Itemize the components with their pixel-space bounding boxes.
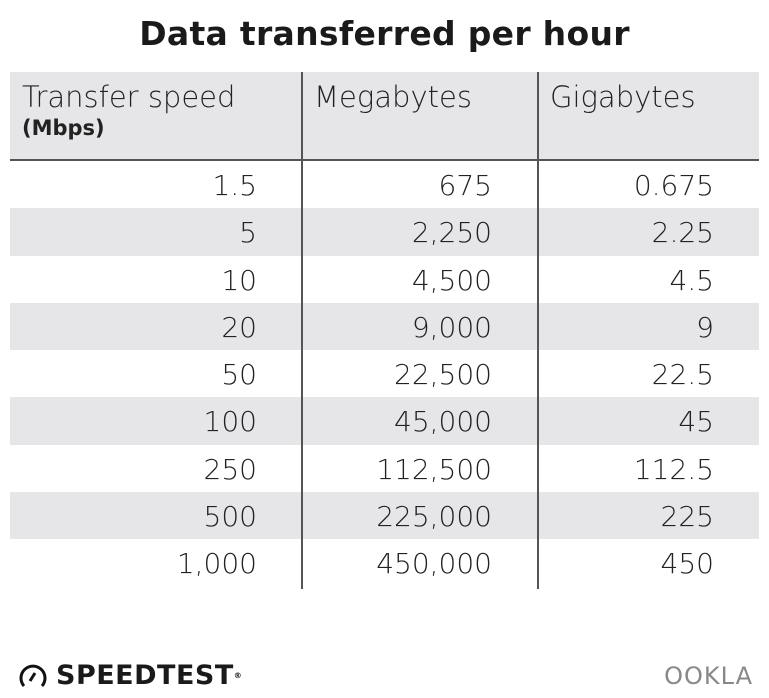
table-row: 10 4,500 4.5 [10,256,759,303]
cell-speed: 100 [203,405,257,439]
cell-megabytes: 2,250 [411,216,492,250]
cell-gigabytes: 0.675 [633,169,714,202]
cell-gigabytes: 112.5 [633,452,714,486]
cell-speed: 1.5 [212,169,257,202]
header-label: Transfer speed [22,80,236,114]
cell-speed: 20 [221,310,257,344]
table-row: 100 45,000 45 [10,397,759,445]
table-row: 50 22,500 22.5 [10,350,759,397]
table-row: 20 9,000 9 [10,302,759,351]
cell-gigabytes: 225 [660,500,714,534]
cell-gigabytes: 45 [678,405,714,439]
speedtest-logo: SPEEDTEST ® [18,660,242,691]
cell-megabytes: 112,500 [376,452,492,486]
speedtest-wordmark: SPEEDTEST [56,660,234,691]
table-row: 1.5 675 0.675 [10,161,759,208]
data-table: Transfer speed (Mbps) Megabytes Gigabyte… [10,72,759,587]
cell-speed: 5 [239,216,257,250]
header-transfer-speed: Transfer speed (Mbps) [22,80,235,140]
cell-gigabytes: 2.25 [651,216,714,250]
cell-speed: 500 [203,500,257,534]
cell-megabytes: 225,000 [376,500,492,534]
cell-speed: 1,000 [176,547,257,581]
cell-speed: 250 [203,452,257,486]
speedometer-icon [19,664,47,687]
column-divider [537,72,539,589]
cell-gigabytes: 450 [660,547,714,581]
cell-speed: 10 [221,263,257,297]
cell-speed: 50 [221,358,257,392]
cell-megabytes: 675 [438,169,492,202]
ookla-logo: OOKLA [664,662,753,690]
table-title: Data transferred per hour [139,14,630,53]
header-unit: (Mbps) [22,116,105,140]
header-megabytes: Megabytes [314,80,472,114]
table-header: Transfer speed (Mbps) Megabytes Gigabyte… [10,72,759,161]
cell-megabytes: 450,000 [376,547,492,581]
table-row: 1,000 450,000 450 [10,539,759,586]
cell-megabytes: 22,500 [394,358,492,392]
table-row: 5 2,250 2.25 [10,208,759,256]
column-divider [301,72,303,589]
table-row: 250 112,500 112.5 [10,445,759,492]
cell-gigabytes: 4.5 [669,263,714,297]
table-row: 500 225,000 225 [10,492,759,540]
cell-gigabytes: 9 [696,310,714,344]
cell-megabytes: 4,500 [411,263,492,297]
cell-megabytes: 45,000 [394,405,492,439]
cell-gigabytes: 22.5 [651,358,714,392]
cell-megabytes: 9,000 [411,310,492,344]
header-gigabytes: Gigabytes [550,80,696,114]
